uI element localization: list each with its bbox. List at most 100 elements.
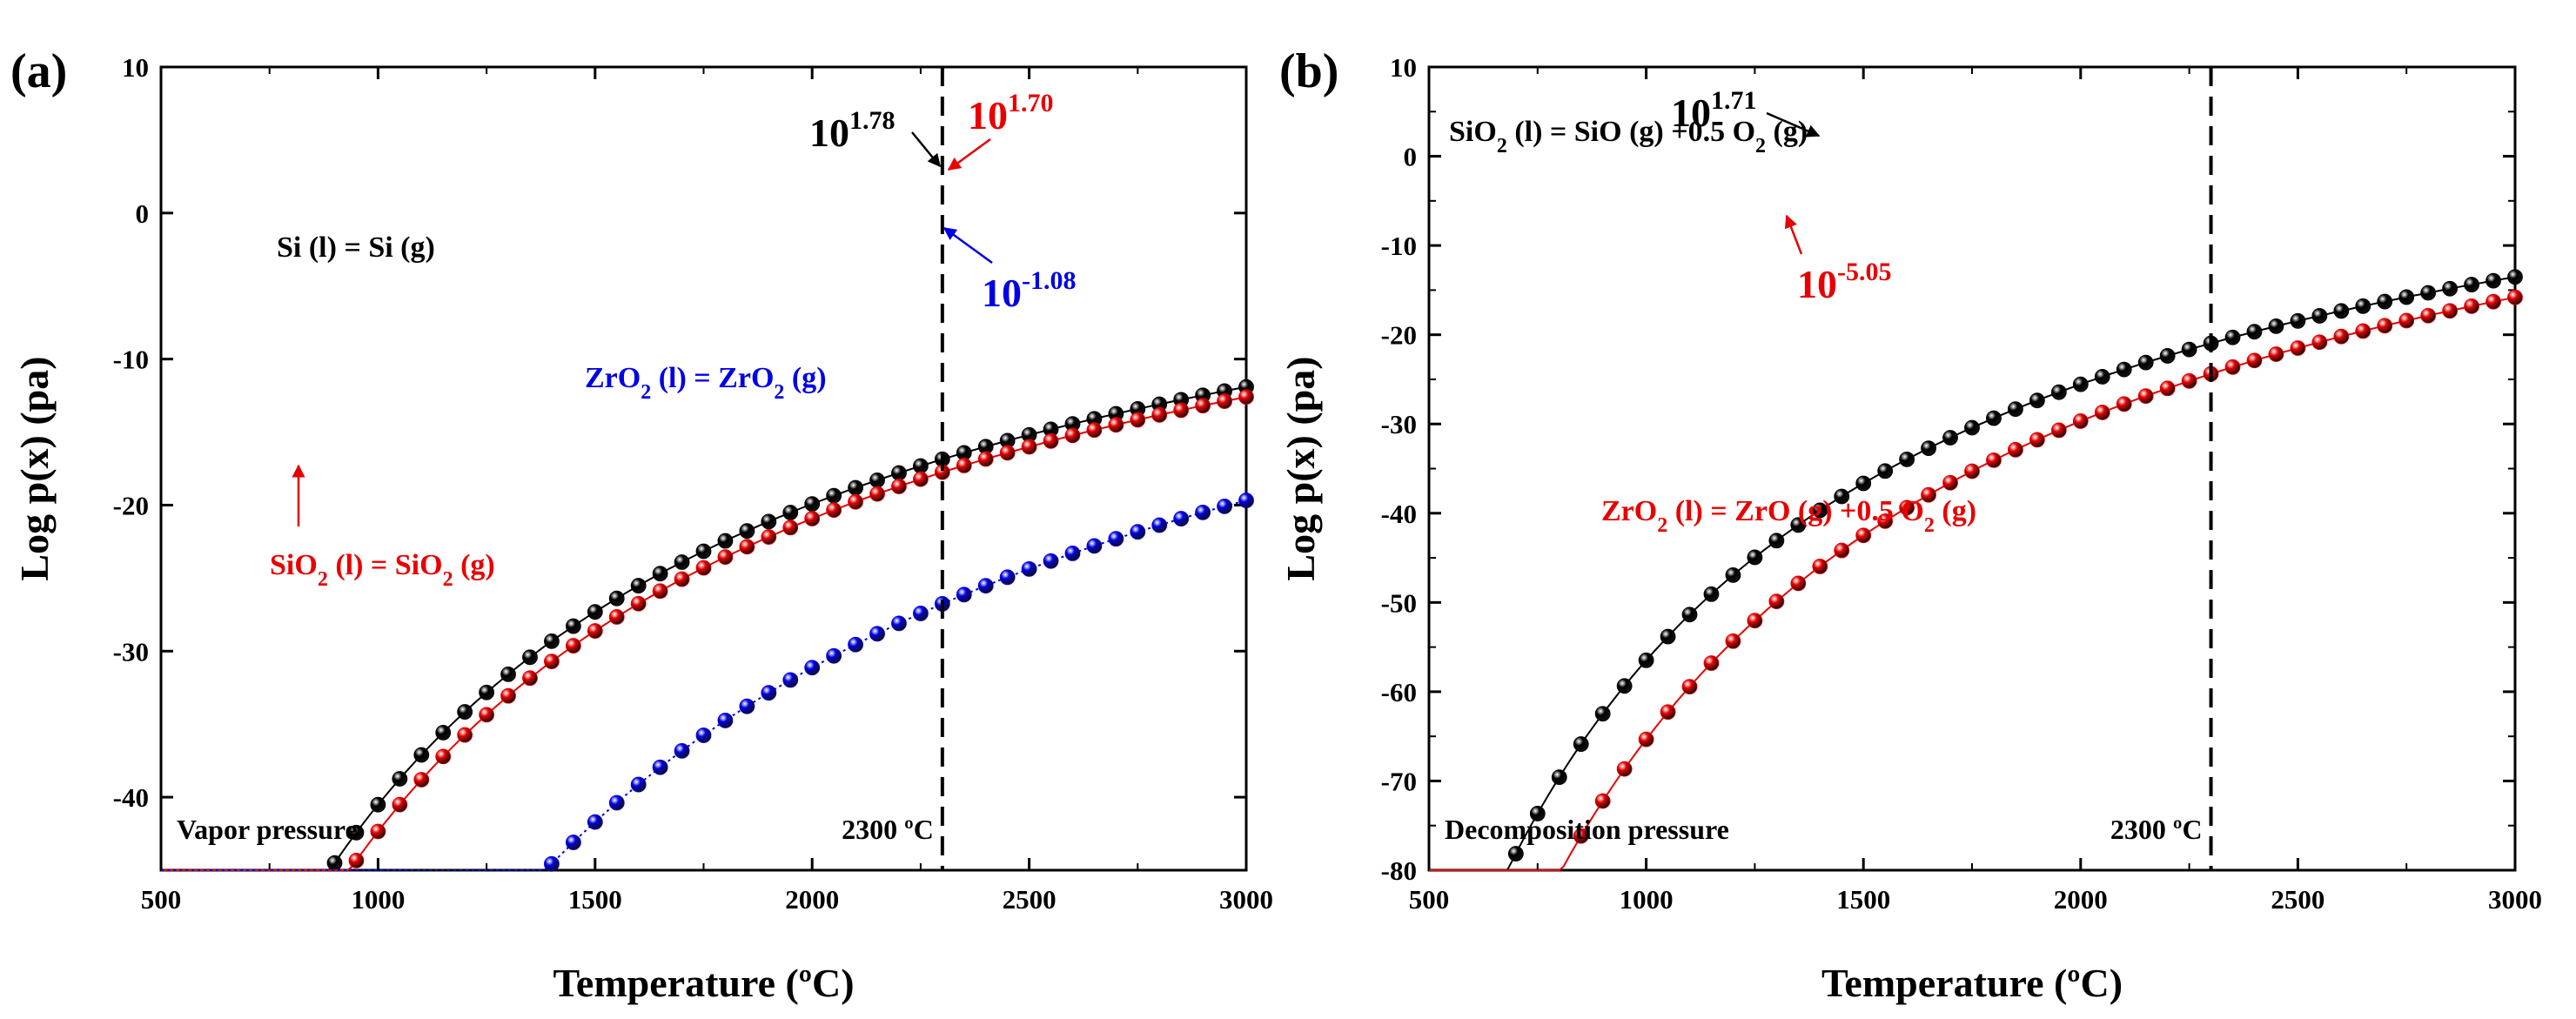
y-tick-label: 0 [1404, 142, 1418, 172]
series-label-part: (l) = ZrO (g) +0.5 O [1667, 495, 1924, 527]
data-point [717, 713, 734, 728]
annotation-exponent: 1.78 [849, 106, 896, 135]
data-point [544, 855, 560, 872]
series-label-part: Si (l) = Si (g) [277, 231, 435, 264]
data-point [977, 578, 994, 594]
y-tick-label: -20 [113, 490, 149, 520]
data-point [717, 533, 734, 549]
series-label: ZrO2 (l) = ZrO2 (g) [585, 362, 827, 404]
data-point [1768, 593, 1785, 610]
data-point [1834, 488, 1850, 505]
data-point [804, 496, 821, 512]
data-point [2159, 380, 2176, 397]
series-group [1429, 289, 2523, 871]
data-point [1877, 513, 1894, 529]
data-point [1021, 560, 1037, 577]
series-label-part: (g) [784, 362, 826, 394]
panel-b: (b) 500 1000 1500 2000 2500 3000 10 0 -10 -20 -30 -4… [1278, 44, 2542, 1005]
data-point [2420, 307, 2437, 324]
data-point [2181, 372, 2197, 389]
data-point [1130, 412, 1146, 428]
data-point [326, 855, 343, 871]
data-point [1130, 524, 1146, 540]
data-point [630, 776, 647, 793]
series-label-subscript: 2 [774, 381, 784, 404]
annotation-base: 10 [982, 271, 1022, 315]
data-point [1768, 533, 1785, 549]
y-axis-title: Log p(x) (pa) [1278, 356, 1323, 580]
data-point [1964, 463, 1980, 479]
value-annotation: 10-5.05 [1797, 258, 1892, 306]
series-label-subscript: 2 [443, 568, 453, 591]
series-label-subscript: 2 [1657, 514, 1667, 537]
panel-label: (a) [10, 44, 67, 98]
data-point [891, 615, 907, 632]
data-point [587, 604, 603, 620]
annotation-base: 10 [968, 93, 1008, 137]
series-label-part: (l) = SiO [328, 549, 443, 581]
data-point [761, 529, 777, 545]
data-point [674, 554, 690, 570]
data-point [565, 638, 581, 654]
value-annotation: 101.70 [968, 89, 1054, 137]
data-point [1855, 475, 1872, 492]
data-point [1238, 493, 1254, 508]
data-point [2268, 346, 2284, 362]
data-point [1638, 731, 1654, 747]
y-tick-label: -50 [1381, 587, 1417, 618]
x-axis-title: Temperature (ºC) [553, 961, 854, 1005]
series-label-part: SiO [1449, 116, 1497, 148]
data-point [608, 794, 625, 811]
data-point [630, 595, 647, 612]
data-point [1616, 761, 1633, 777]
series-label: SiO2 (l) = SiO2 (g) [270, 549, 495, 591]
series-label: ZrO2 (l) = ZrO (g) +0.5 O2 (g) [1601, 495, 1976, 537]
data-point [1064, 545, 1081, 561]
data-point [2094, 405, 2110, 420]
data-point [1616, 678, 1633, 694]
data-point [1964, 419, 1980, 436]
y-tick-label: 10 [1390, 52, 1417, 83]
data-point [695, 727, 712, 743]
x-tick-label: 1000 [1620, 884, 1674, 915]
data-point [1747, 613, 1763, 629]
data-point [2072, 376, 2089, 392]
series-label-part: ZrO [1601, 495, 1657, 527]
data-point [2008, 441, 2023, 458]
x-tick-label: 1500 [1836, 884, 1890, 915]
data-point [608, 609, 625, 625]
data-point [435, 724, 452, 741]
data-point [1108, 417, 1124, 433]
data-point [913, 471, 929, 487]
value-annotation: 101.71 [1671, 86, 1757, 135]
data-point [2442, 303, 2459, 319]
data-point [1790, 517, 1807, 533]
y-tick-label: -70 [1381, 766, 1417, 796]
value-annotation: 101.78 [809, 106, 896, 155]
series-label-part: (g) [1935, 495, 1976, 527]
data-point [2224, 329, 2241, 345]
y-tick-label: -40 [1381, 499, 1417, 529]
data-point [1899, 499, 1915, 516]
data-point [2311, 308, 2328, 324]
x-tick-label: 500 [141, 884, 182, 915]
panel-a: (a) 500 1000 1500 2000 2500 3000 10 0 -10 -20 -30 -4… [10, 44, 1273, 1005]
data-point [913, 458, 929, 474]
data-point [2507, 289, 2523, 305]
data-point [544, 654, 560, 670]
annotation-exponent: 1.71 [1711, 86, 1757, 115]
data-point [1855, 527, 1872, 544]
series-label-part: SiO [270, 549, 318, 581]
data-point [1681, 679, 1698, 695]
data-point [1834, 542, 1850, 559]
corner-label: Vapor pressure [177, 814, 358, 845]
data-point [1507, 846, 1524, 861]
data-point [2137, 354, 2154, 371]
data-point [1899, 451, 1915, 467]
data-point [1064, 427, 1081, 444]
series-line [1429, 276, 2516, 871]
y-tick-label: 0 [136, 198, 150, 229]
series-label-subscript: 2 [641, 381, 651, 404]
data-point [1812, 559, 1828, 574]
data-point [479, 707, 494, 723]
